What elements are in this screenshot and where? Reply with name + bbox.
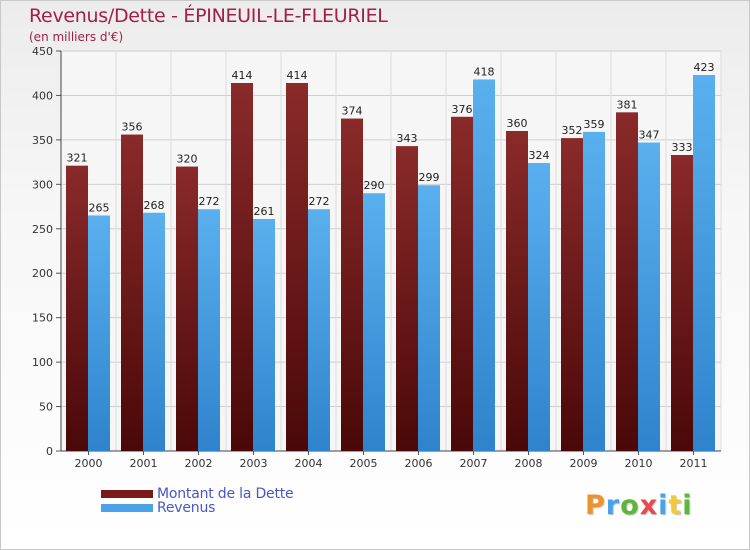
value-label-dette: 343 bbox=[397, 132, 418, 145]
bar-dette bbox=[561, 138, 583, 451]
x-tick-label: 2003 bbox=[240, 457, 268, 470]
value-label-revenus: 290 bbox=[364, 179, 385, 192]
logo-letter: i bbox=[682, 490, 693, 521]
x-tick-label: 2002 bbox=[185, 457, 213, 470]
value-label-revenus: 418 bbox=[474, 65, 495, 78]
y-tick-label: 300 bbox=[32, 178, 53, 191]
chart-subtitle: (en milliers d'€) bbox=[29, 30, 124, 44]
bar-dette bbox=[616, 112, 638, 451]
x-tick-label: 2004 bbox=[295, 457, 323, 470]
value-label-revenus: 265 bbox=[89, 201, 110, 214]
bar-revenus bbox=[418, 185, 440, 451]
bar-dette bbox=[66, 165, 88, 451]
logo-letter: t bbox=[668, 490, 683, 521]
proxiti-logo: Proxiti bbox=[585, 490, 693, 521]
bar-revenus bbox=[143, 212, 165, 451]
bar-dette bbox=[121, 134, 143, 452]
bar-dette bbox=[176, 166, 198, 452]
legend-item-dette: Montant de la Dette bbox=[101, 486, 294, 502]
x-tick-label: 2000 bbox=[75, 457, 103, 470]
bar-dette bbox=[396, 146, 418, 451]
bar-revenus bbox=[88, 215, 110, 451]
x-tick-label: 2010 bbox=[625, 457, 653, 470]
bar-chart: 0 50 100 150 200 250 300 350 400 450 321 265 2000 356… bbox=[32, 45, 722, 470]
bar-revenus bbox=[693, 75, 715, 451]
value-label-dette: 374 bbox=[342, 105, 363, 118]
bar-revenus bbox=[253, 219, 275, 451]
value-label-revenus: 359 bbox=[584, 118, 605, 131]
value-label-dette: 320 bbox=[177, 153, 198, 166]
value-label-revenus: 324 bbox=[529, 149, 550, 162]
legend-swatch-dette bbox=[101, 490, 153, 498]
x-tick-label: 2009 bbox=[570, 457, 598, 470]
y-tick-label: 50 bbox=[39, 401, 53, 414]
logo-letter: o bbox=[620, 490, 640, 521]
y-tick-label: 200 bbox=[32, 267, 53, 280]
x-tick-label: 2008 bbox=[515, 457, 543, 470]
value-label-revenus: 272 bbox=[309, 195, 330, 208]
value-label-dette: 376 bbox=[452, 103, 473, 116]
value-label-dette: 321 bbox=[67, 152, 88, 165]
x-tick-label: 2011 bbox=[680, 457, 708, 470]
value-label-dette: 356 bbox=[122, 121, 143, 134]
x-tick-label: 2006 bbox=[405, 457, 433, 470]
value-label-revenus: 347 bbox=[639, 129, 660, 142]
value-label-revenus: 268 bbox=[144, 199, 165, 212]
bar-revenus bbox=[638, 142, 660, 452]
bar-dette bbox=[341, 118, 363, 452]
chart-title: Revenus/Dette - ÉPINEUIL-LE-FLEURIEL bbox=[29, 5, 388, 27]
value-label-dette: 352 bbox=[562, 124, 583, 137]
value-label-dette: 414 bbox=[287, 69, 308, 82]
y-tick-label: 150 bbox=[32, 312, 53, 325]
bar-revenus bbox=[363, 193, 385, 451]
y-tick-label: 400 bbox=[32, 89, 53, 102]
x-tick-label: 2001 bbox=[130, 457, 158, 470]
logo-letter: x bbox=[639, 490, 659, 521]
bar-revenus bbox=[308, 209, 330, 451]
value-label-revenus: 272 bbox=[199, 195, 220, 208]
bar-dette bbox=[451, 116, 473, 452]
bar-dette bbox=[286, 83, 308, 451]
bar-dette bbox=[506, 131, 528, 451]
value-label-revenus: 299 bbox=[419, 171, 440, 184]
value-label-revenus: 261 bbox=[254, 205, 275, 218]
logo-letter: i bbox=[658, 490, 669, 521]
legend-label-revenus: Revenus bbox=[157, 500, 216, 516]
bar-revenus bbox=[528, 163, 550, 451]
logo-letter: r bbox=[605, 490, 621, 521]
bar-revenus bbox=[583, 131, 605, 451]
y-tick-label: 100 bbox=[32, 356, 53, 369]
y-tick-label: 250 bbox=[32, 223, 53, 236]
legend-swatch-revenus bbox=[101, 504, 153, 512]
value-label-revenus: 423 bbox=[694, 61, 715, 74]
logo-letter: P bbox=[585, 490, 606, 521]
value-label-dette: 360 bbox=[507, 117, 528, 130]
value-label-dette: 333 bbox=[672, 141, 693, 154]
legend-item-revenus: Revenus bbox=[101, 500, 293, 516]
x-tick-label: 2007 bbox=[460, 457, 488, 470]
bar-revenus bbox=[473, 79, 495, 451]
value-label-dette: 381 bbox=[617, 98, 638, 111]
bar-revenus bbox=[198, 209, 220, 451]
y-tick-label: 450 bbox=[32, 45, 53, 58]
value-label-dette: 414 bbox=[232, 69, 253, 82]
bar-dette bbox=[231, 83, 253, 451]
y-tick-label: 0 bbox=[46, 445, 53, 458]
bar-dette bbox=[671, 155, 693, 451]
x-tick-label: 2005 bbox=[350, 457, 378, 470]
y-tick-label: 350 bbox=[32, 134, 53, 147]
legend-label-dette: Montant de la Dette bbox=[157, 486, 294, 502]
legend: Montant de la Dette Revenus bbox=[101, 486, 294, 516]
